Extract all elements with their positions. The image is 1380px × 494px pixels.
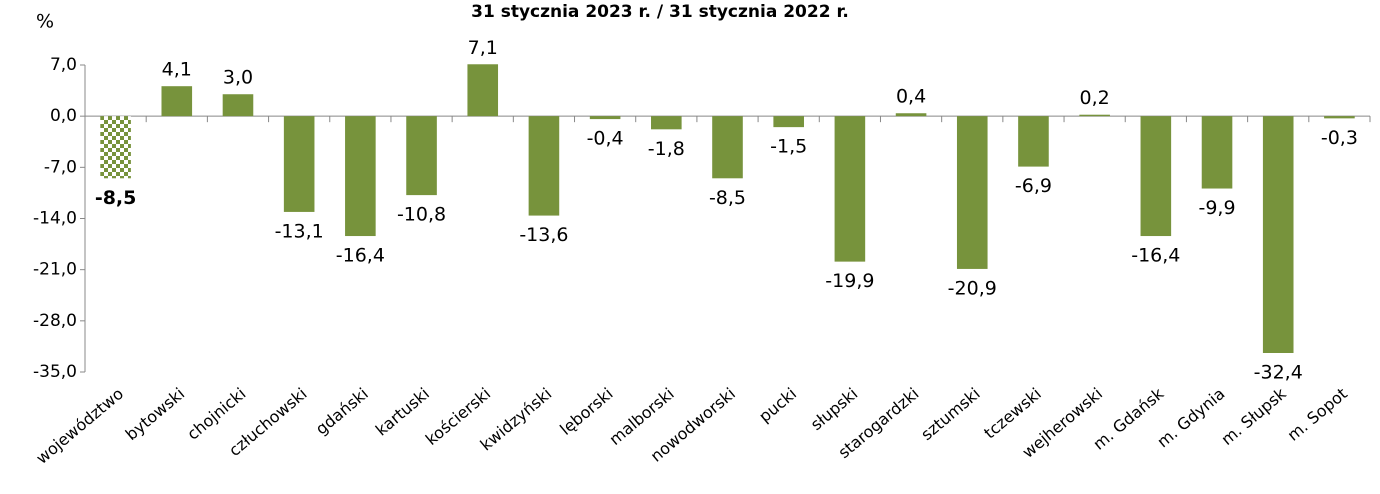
chart-title: 31 stycznia 2023 r. / 31 stycznia 2022 r…: [471, 2, 849, 22]
y-unit: %: [36, 11, 54, 33]
y-tick-label: -28,0: [33, 311, 77, 331]
value-label: -32,4: [1254, 361, 1303, 383]
bar: [100, 116, 131, 179]
bar: [589, 116, 621, 120]
bar: [406, 116, 437, 196]
value-label: -10,8: [397, 204, 446, 226]
value-label: -19,9: [825, 270, 874, 292]
x-tick-label: kartuski: [372, 384, 433, 440]
value-label: -9,9: [1198, 197, 1235, 219]
value-label: -16,4: [1131, 245, 1180, 267]
bar: [834, 116, 866, 262]
x-tick-label: województwo: [32, 384, 127, 468]
value-label: 0,4: [896, 86, 926, 108]
bar: [651, 116, 682, 130]
value-label: -20,9: [948, 277, 997, 299]
value-label: 7,1: [468, 37, 498, 59]
value-label: -1,8: [648, 138, 685, 160]
bar: [1079, 114, 1110, 117]
x-tick-label: bytowski: [122, 384, 188, 444]
y-tick-label: 7,0: [50, 55, 77, 75]
x-tick-label: gdański: [312, 384, 372, 439]
value-label: -13,1: [275, 220, 324, 242]
y-tick-label: -7,0: [44, 157, 77, 177]
bar: [956, 116, 988, 269]
bar: [712, 116, 743, 179]
value-label: -1,5: [770, 136, 807, 158]
x-tick-label: pucki: [755, 384, 800, 426]
value-label: -16,4: [336, 245, 385, 267]
value-label: -8,5: [95, 187, 137, 209]
value-label: -8,5: [709, 187, 746, 209]
bar: [1262, 116, 1294, 353]
x-tick-label: słupski: [807, 384, 862, 434]
x-tick-label: lęborski: [556, 384, 616, 439]
value-label: -0,3: [1321, 127, 1358, 149]
x-tick-label: m. Słupsk: [1217, 383, 1290, 448]
x-tick-label: m. Gdynia: [1153, 384, 1228, 451]
bar: [528, 116, 560, 216]
y-tick-label: -35,0: [33, 362, 77, 382]
value-label: -0,4: [587, 128, 624, 150]
value-label: -6,9: [1015, 175, 1052, 197]
bar: [773, 116, 804, 128]
bar: [1018, 116, 1049, 167]
bar: [1324, 116, 1355, 119]
bar: [895, 113, 927, 117]
x-tick-label: m. Sopot: [1284, 384, 1351, 445]
value-label: 3,0: [223, 67, 253, 89]
y-tick-label: 0,0: [50, 106, 77, 126]
bar: [1201, 116, 1233, 189]
bar: [222, 94, 254, 117]
value-label: 0,2: [1080, 87, 1110, 109]
bar: [161, 86, 193, 117]
bar: [467, 64, 499, 117]
bar: [1140, 116, 1172, 237]
value-label: -13,6: [519, 224, 568, 246]
bar: [345, 116, 376, 237]
x-tick-label: sztumski: [917, 384, 983, 444]
value-label: 4,1: [162, 59, 192, 81]
bar: [283, 116, 315, 212]
y-tick-label: -14,0: [33, 209, 77, 229]
y-tick-label: -21,0: [33, 260, 77, 280]
